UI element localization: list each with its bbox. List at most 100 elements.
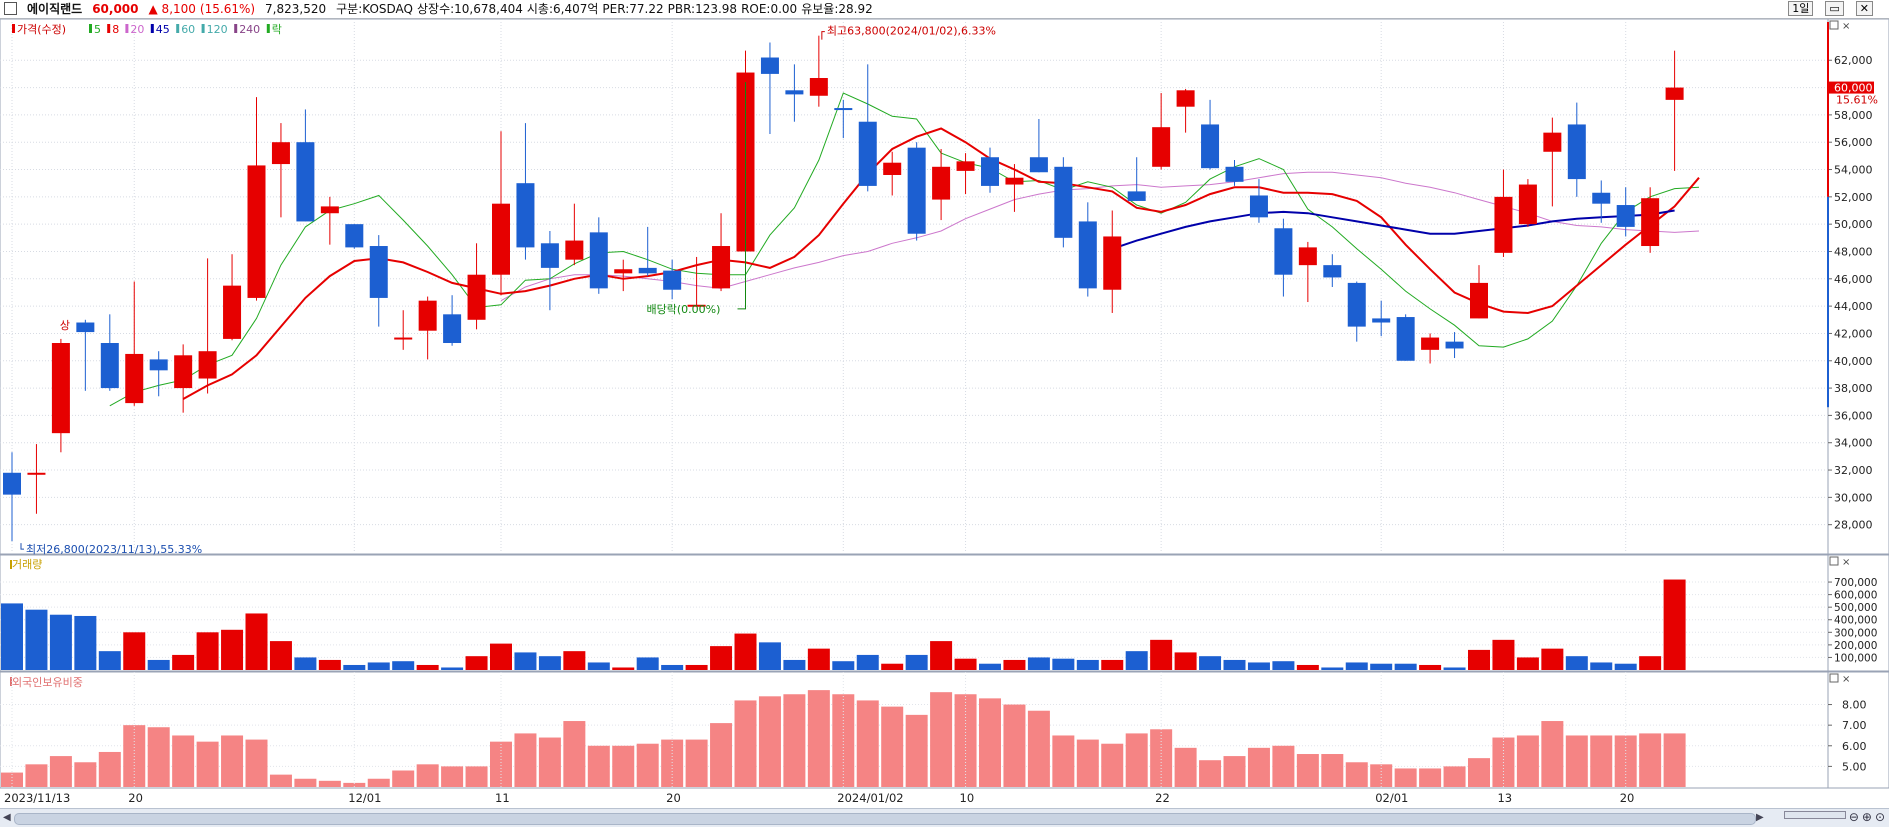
foreign-bar	[245, 739, 268, 787]
candle-down	[1201, 124, 1220, 169]
foreign-title: 외국인보유비중	[12, 676, 83, 689]
volume-bar	[979, 663, 1001, 670]
y-tick-label: 7.00	[1842, 719, 1867, 732]
reserve-ratio: 유보율:28.92	[801, 2, 873, 16]
x-tick-label: 13	[1497, 791, 1512, 805]
pbr-value: PBR:123.98	[667, 2, 738, 16]
volume-bar	[1101, 659, 1124, 670]
scroll-thumb[interactable]	[14, 813, 1756, 825]
candle-down	[1225, 166, 1244, 182]
price-change: ▲ 8,100	[148, 2, 196, 16]
foreign-bar	[954, 694, 977, 787]
y-tick-label: 100,000	[1834, 652, 1877, 664]
foreign-bar	[1590, 735, 1613, 787]
per-value: PER:77.22	[602, 2, 664, 16]
candle-up	[1665, 87, 1684, 100]
volume-bar	[465, 656, 488, 670]
y-tick-label: 36,000	[1834, 409, 1873, 422]
candle-down	[981, 157, 999, 186]
volume-bar	[710, 646, 733, 670]
candle-up	[687, 304, 706, 307]
volume-bar	[1492, 639, 1515, 670]
candle-up	[956, 161, 975, 171]
volume-bar	[758, 642, 781, 670]
volume-bar	[1639, 656, 1662, 670]
stock-name: 에이직랜드	[27, 2, 83, 16]
panel-close-icon: ×	[1842, 674, 1850, 685]
zoom-out-icon[interactable]: ⊖	[1848, 810, 1859, 824]
y-tick-label: 48,000	[1834, 245, 1873, 258]
foreign-bar	[25, 764, 48, 787]
y-tick-label: 30,000	[1834, 491, 1873, 504]
x-tick-label: 2023/11/13	[4, 791, 70, 805]
foreign-bar	[196, 741, 219, 787]
legend-entry: 240	[239, 23, 260, 36]
foreign-bar	[661, 739, 684, 787]
volume-bar	[1199, 656, 1222, 670]
volume-bar	[563, 651, 586, 670]
foreign-bar	[930, 692, 953, 787]
close-icon[interactable]: ✕	[1855, 1, 1873, 16]
volume-bar	[343, 664, 366, 670]
candle-down	[1347, 282, 1366, 327]
stock-info-bar: 에이직랜드 60,000 ▲ 8,100 (15.61%) 7,823,520 구분:KO…	[0, 0, 1889, 19]
scroll-left-icon[interactable]: ◀	[3, 812, 11, 823]
minimize-icon[interactable]: ▭	[1825, 1, 1844, 16]
candle-down	[1249, 195, 1268, 218]
zoom-slider[interactable]	[1783, 811, 1846, 819]
candle-down	[76, 322, 95, 333]
candle-up	[1641, 198, 1660, 247]
volume-bar	[245, 613, 268, 670]
foreign-bar	[1321, 754, 1344, 787]
low-marker	[20, 543, 24, 550]
volume-bar	[1614, 663, 1637, 670]
foreign-bar	[343, 782, 366, 787]
x-tick-label: 22	[1155, 791, 1170, 805]
foreign-bar	[1516, 735, 1539, 787]
period-button[interactable]: 1일	[1788, 1, 1814, 16]
y-tick-label: 56,000	[1834, 136, 1873, 149]
y-axis-frame	[1827, 671, 1889, 789]
legend-entry: 5	[94, 23, 101, 36]
foreign-bar	[612, 745, 635, 787]
volume-bar	[1516, 657, 1539, 670]
zoom-reset-icon[interactable]: ⊙	[1874, 810, 1885, 824]
chart-select-checkbox[interactable]	[4, 2, 17, 15]
foreign-bar	[367, 778, 390, 787]
foreign-bar	[538, 737, 561, 787]
scroll-right-icon[interactable]: ▶	[1756, 812, 1764, 823]
candle-up	[418, 300, 437, 331]
panel-close-icon: ×	[1842, 557, 1850, 568]
volume-bar	[221, 629, 244, 670]
foreign-bar	[1639, 733, 1662, 787]
volume-bar	[49, 614, 72, 670]
candle-up	[1103, 236, 1122, 290]
volume-bar	[1468, 649, 1490, 670]
candle-up	[809, 78, 828, 96]
volume-bar	[636, 657, 659, 670]
y-tick-label: 200,000	[1834, 640, 1877, 652]
legend-swatch	[12, 24, 15, 33]
foreign-bar	[979, 698, 1001, 787]
foreign-bar	[905, 714, 928, 787]
candle-down	[1445, 341, 1464, 349]
y-tick-label: 400,000	[1834, 615, 1877, 627]
candle-up	[492, 203, 510, 275]
volume-bar	[881, 663, 904, 670]
volume-bar	[1321, 667, 1344, 670]
volume-bar	[1663, 579, 1686, 670]
foreign-bar	[490, 741, 512, 787]
y-tick-label: 700,000	[1834, 577, 1877, 589]
legend-swatch	[234, 24, 238, 33]
candle-up	[932, 166, 951, 200]
scroll-bar[interactable]: ◀ ▶ ⊖ ⊕ ⊙	[0, 808, 1889, 827]
foreign-bar	[1003, 704, 1026, 787]
y-tick-label: 44,000	[1834, 300, 1873, 313]
foreign-bar	[1419, 768, 1442, 787]
candle-down	[3, 472, 21, 495]
candle-up	[394, 337, 413, 340]
high-marker	[821, 31, 825, 40]
candle-up	[198, 351, 217, 379]
zoom-in-icon[interactable]: ⊕	[1861, 810, 1872, 824]
volume-bar	[1003, 659, 1026, 670]
